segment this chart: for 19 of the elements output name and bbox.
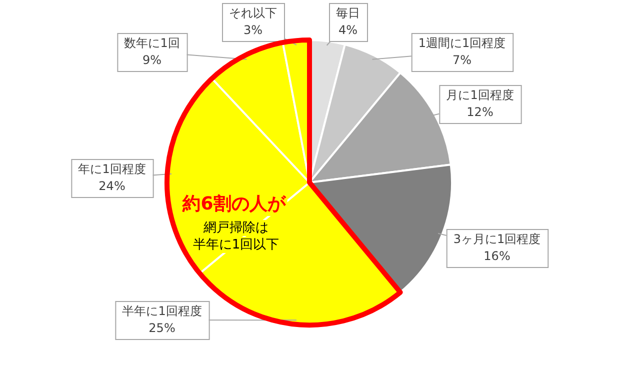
slice-label: 半年に1回程度: [122, 304, 202, 318]
data-label: 12%: [466, 105, 494, 120]
text: 半年に1回以下: [192, 237, 280, 252]
slice-label: 月に1回程度: [446, 88, 514, 102]
data-label: 9%: [142, 53, 162, 68]
slice-label: 毎日: [336, 6, 360, 20]
data-label: 24%: [98, 179, 126, 194]
data-label: 7%: [452, 53, 472, 68]
data-label: 3%: [243, 23, 263, 38]
slice-label: 数年に1回: [124, 36, 180, 50]
text: 網戸掃除は: [202, 220, 268, 236]
data-label: 16%: [484, 249, 510, 264]
slice-label: 年に1回程度: [78, 162, 146, 176]
data-label: 25%: [148, 321, 176, 336]
slice-label: 3ヶ月に1回程度: [453, 232, 541, 246]
data-label: 4%: [338, 23, 358, 38]
slice-label: 1週間に1回程度: [418, 36, 506, 50]
slice-label: それ以下: [229, 6, 277, 20]
text: 約6割の人が: [182, 194, 286, 215]
